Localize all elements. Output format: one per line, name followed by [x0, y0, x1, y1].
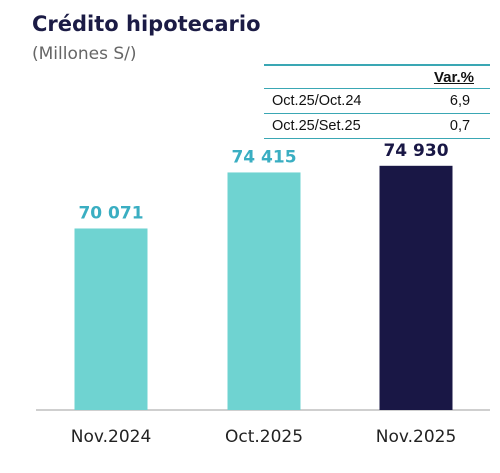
variation-table: Var.% Oct.25/Oct.24 6,9 Oct.25/Set.25 0,…: [264, 64, 490, 139]
bar-nov-2025: [379, 165, 453, 410]
table-row: Oct.25/Oct.24 6,9: [264, 88, 490, 113]
x-tick-label: Nov.2025: [376, 427, 457, 447]
x-tick-label: Oct.2025: [225, 427, 303, 447]
row-label: Oct.25/Oct.24: [272, 93, 362, 109]
chart-subtitle: (Millones S/): [32, 44, 137, 64]
chart-title: Crédito hipotecario: [32, 12, 261, 36]
table-header-row: Var.%: [264, 66, 490, 88]
table-header-label: Var.%: [433, 68, 474, 86]
row-value: 0,7: [449, 118, 471, 134]
bar-nov-2024: [74, 228, 148, 410]
row-label: Oct.25/Set.25: [272, 118, 361, 134]
table-row: Oct.25/Set.25 0,7: [264, 113, 490, 139]
data-label: 74 415: [231, 147, 296, 167]
x-tick-label: Nov.2024: [71, 427, 152, 447]
data-label: 70 071: [78, 203, 143, 223]
row-value: 6,9: [449, 93, 471, 109]
table-top-rule: [264, 64, 490, 66]
bar-oct-2025: [227, 172, 301, 410]
data-label: 74 930: [383, 141, 448, 161]
